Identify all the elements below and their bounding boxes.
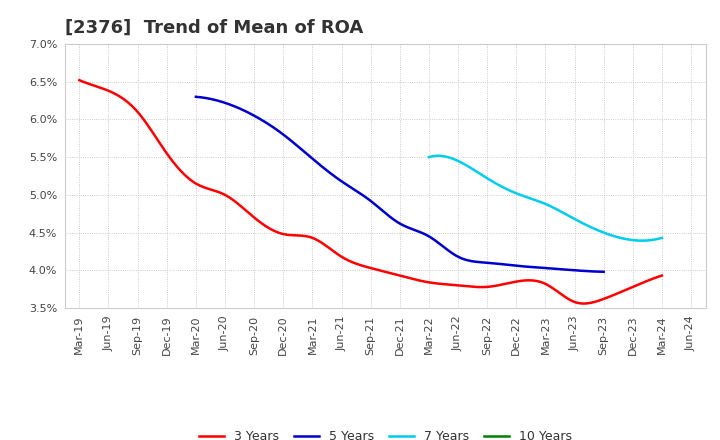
- 5 Years: [192, 94, 200, 99]
- Line: 5 Years: 5 Years: [196, 97, 603, 272]
- 3 Years: [431, 281, 440, 286]
- 3 Years: [580, 301, 588, 306]
- 5 Years: [599, 269, 608, 275]
- 7 Years: [636, 238, 645, 243]
- 5 Years: [433, 239, 441, 245]
- 7 Years: [657, 235, 666, 241]
- Line: 7 Years: 7 Years: [429, 156, 662, 241]
- 3 Years: [420, 279, 428, 284]
- 7 Years: [637, 238, 646, 243]
- 5 Years: [561, 267, 570, 272]
- 3 Years: [77, 78, 86, 84]
- 7 Years: [434, 153, 443, 158]
- 5 Years: [441, 246, 450, 251]
- 7 Years: [425, 154, 433, 160]
- 5 Years: [535, 265, 544, 270]
- 3 Years: [422, 279, 431, 285]
- 7 Years: [622, 236, 631, 242]
- Line: 3 Years: 3 Years: [79, 80, 662, 304]
- 5 Years: [434, 240, 443, 246]
- 7 Years: [564, 213, 572, 218]
- 3 Years: [566, 297, 575, 303]
- 3 Years: [605, 294, 613, 299]
- 7 Years: [568, 215, 577, 220]
- Legend: 3 Years, 5 Years, 7 Years, 10 Years: 3 Years, 5 Years, 7 Years, 10 Years: [194, 425, 577, 440]
- 7 Years: [563, 213, 572, 218]
- 7 Years: [426, 154, 434, 160]
- Text: [2376]  Trend of Mean of ROA: [2376] Trend of Mean of ROA: [65, 19, 363, 37]
- 5 Years: [193, 94, 202, 99]
- 3 Years: [657, 273, 666, 278]
- 3 Years: [75, 77, 84, 83]
